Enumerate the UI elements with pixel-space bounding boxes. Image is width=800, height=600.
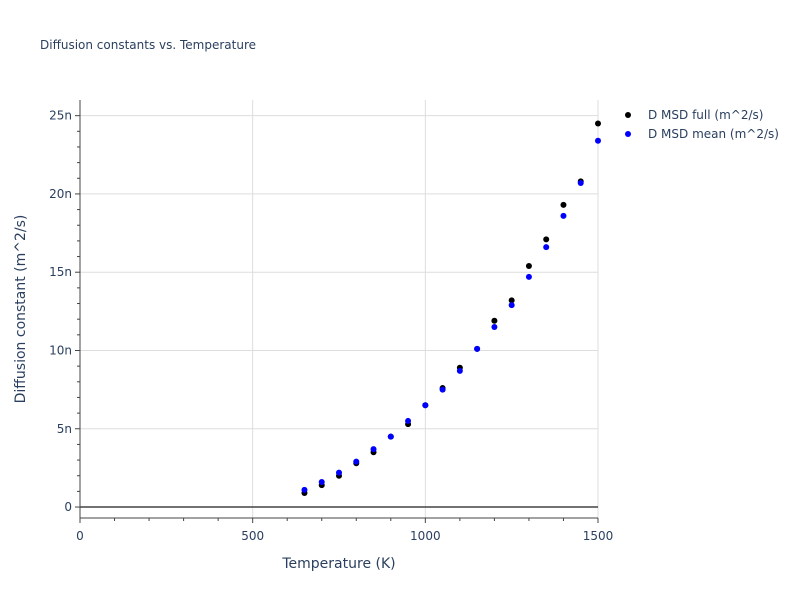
data-point [318,478,325,485]
y-axis-title: Diffusion constant (m^2/s) [13,215,29,404]
data-point [508,297,515,304]
x-tick-label: 1000 [410,529,441,543]
data-point [595,120,601,127]
data-point [387,433,394,440]
y-tick-label: 10n [49,343,72,357]
y-tick-label: 5n [57,422,72,436]
data-point [353,458,360,465]
y-tick-label: 25n [49,109,72,123]
x-tick-label: 0 [76,529,84,543]
data-point [491,324,498,331]
data-point [422,402,429,409]
x-axis-title: Temperature (K) [281,556,395,572]
data-point [405,417,412,424]
grid-lines [80,100,599,518]
data-point [543,244,550,251]
legend-label: D MSD full (m^2/s) [648,108,763,122]
data-point [439,386,446,393]
series-mean [301,137,601,493]
data-point [543,236,550,243]
data-point [525,273,532,280]
data-point [525,262,532,269]
data-point [301,486,308,493]
tick-labels: 0 500 1000 1500 0 5n 10n 15n 20n 25n [49,109,613,543]
y-tick-label: 0 [64,500,72,514]
legend[interactable]: D MSD full (m^2/s) D MSD mean (m^2/s) [625,108,779,141]
data-point [456,367,463,374]
legend-item[interactable]: D MSD full (m^2/s) [625,108,763,122]
y-tick-label: 20n [49,187,72,201]
data-point [491,317,498,324]
legend-item[interactable]: D MSD mean (m^2/s) [625,127,779,141]
x-tick-label: 500 [241,529,264,543]
chart-title: Diffusion constants vs. Temperature [40,38,257,52]
data-point [370,446,377,453]
data-points [301,120,601,496]
legend-marker [625,131,631,137]
series-full [301,120,601,496]
axes [75,100,599,523]
data-point [508,302,515,309]
data-point [595,137,601,144]
data-point [336,469,342,476]
data-point [577,179,584,186]
y-tick-label: 15n [49,265,72,279]
x-tick-label: 1500 [583,529,614,543]
data-point [474,345,481,352]
data-point [560,201,567,208]
data-point [560,212,567,219]
legend-marker [625,112,631,118]
legend-label: D MSD mean (m^2/s) [648,127,779,141]
